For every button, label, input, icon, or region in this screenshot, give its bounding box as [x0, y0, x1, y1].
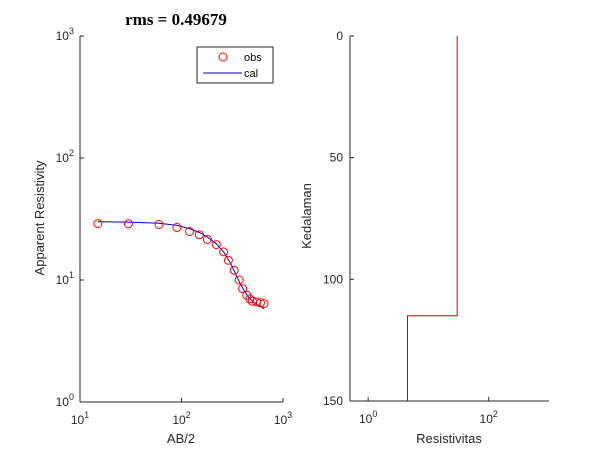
- right-y-tick-label: 50: [330, 151, 344, 165]
- right-y-tick-label: 0: [336, 29, 343, 43]
- right-y-axis-label: Kedalaman: [299, 183, 314, 249]
- obs-point: [219, 247, 229, 257]
- left-y-tick-label: 101: [56, 270, 74, 287]
- obs-point: [238, 284, 248, 294]
- left-x-tick-label: 102: [172, 410, 190, 427]
- left-x-axis-label: AB/2: [167, 431, 195, 446]
- right-y-tick-label: 150: [323, 394, 343, 408]
- left-y-tick-label: 103: [56, 26, 74, 43]
- obs-point: [259, 299, 269, 309]
- legend-obs-marker: [218, 52, 228, 62]
- right-x-tick-label: 102: [480, 409, 498, 426]
- legend-box: [196, 46, 274, 84]
- right-y-tick-label: 100: [323, 272, 343, 286]
- left-y-axis-label: Apparent Resistivity: [32, 160, 47, 275]
- obs-point: [234, 275, 244, 285]
- right-ticks: 100 102 0 50 100 150: [323, 29, 498, 426]
- left-x-tick-label: 101: [71, 410, 89, 427]
- obs-point: [202, 234, 212, 244]
- obs-point: [154, 220, 164, 229]
- obs-point: [223, 255, 233, 265]
- cal-series-line: [97, 221, 265, 310]
- obs-point: [172, 222, 182, 232]
- resistivity-model-line: [407, 36, 458, 401]
- left-y-tick-label: 102: [56, 148, 74, 165]
- left-x-tick-label: 103: [274, 410, 292, 427]
- left-chart-title: rms = 0.49679: [125, 10, 227, 29]
- left-data-marks: [93, 219, 269, 310]
- right-data-marks: [407, 36, 458, 401]
- left-y-tick-label: 100: [56, 392, 74, 409]
- obs-point: [211, 240, 221, 250]
- depth-resistivity-panel: 100 102 0 50 100 150 Resistivitas Kedalaman: [299, 29, 549, 446]
- legend: obs cal: [196, 46, 274, 84]
- obs-point: [123, 219, 133, 229]
- obs-point: [256, 298, 265, 308]
- obs-point: [229, 265, 239, 275]
- legend-obs-label: obs: [244, 52, 262, 64]
- obs-point: [194, 230, 204, 240]
- obs-point: [185, 227, 194, 236]
- right-x-tick-label: 100: [359, 409, 377, 426]
- right-x-axis-label: Resistivitas: [416, 431, 482, 446]
- legend-cal-label: cal: [244, 68, 258, 80]
- obs-point: [93, 219, 103, 229]
